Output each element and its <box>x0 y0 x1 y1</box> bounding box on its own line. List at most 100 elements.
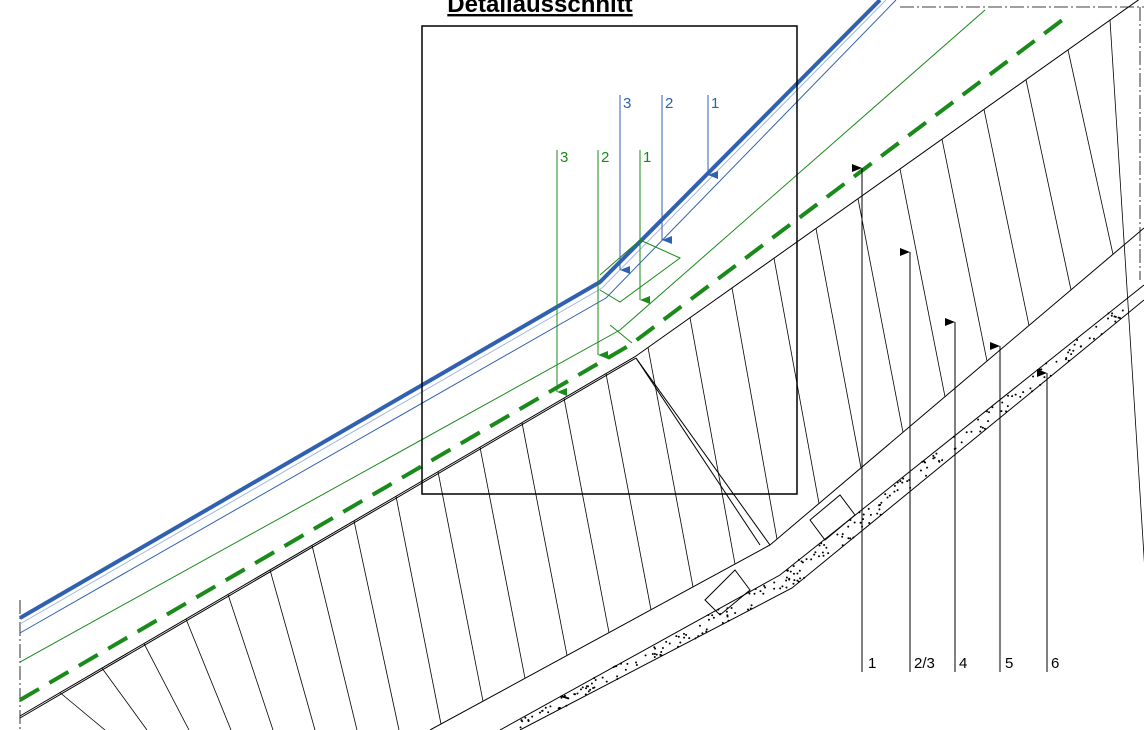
concrete-dot <box>785 579 788 582</box>
hatch-line <box>815 228 862 468</box>
layer-label: 5 <box>1005 655 1013 672</box>
concrete-dot <box>1022 391 1025 394</box>
concrete-dot <box>1001 401 1004 404</box>
blue-label: 1 <box>711 95 719 112</box>
concrete-dot <box>705 628 708 631</box>
green-label: 1 <box>643 149 651 166</box>
concrete-dot <box>626 662 629 665</box>
concrete-dot <box>1065 357 1068 360</box>
concrete-dot <box>847 537 850 540</box>
roof-cover <box>18 0 897 634</box>
concrete-dot <box>726 607 729 610</box>
concrete-dot <box>919 469 922 472</box>
concrete-dot <box>876 512 879 515</box>
concrete-dot <box>694 637 697 640</box>
concrete-dot <box>1121 309 1124 312</box>
concrete-dot <box>1031 390 1034 393</box>
concrete-dot <box>585 687 588 690</box>
concrete-dot <box>749 607 752 610</box>
concrete-dot <box>888 494 891 497</box>
concrete-dot <box>859 521 862 524</box>
concrete-dot <box>697 635 700 638</box>
concrete-dot <box>1067 351 1070 354</box>
hatch-line <box>1109 20 1144 563</box>
concrete-dot <box>965 431 968 434</box>
concrete-dot <box>750 604 753 607</box>
hatch-line <box>563 398 610 633</box>
green-label: 3 <box>560 149 568 166</box>
concrete-dot <box>798 569 801 572</box>
concrete-dot <box>1043 376 1046 379</box>
concrete-dot <box>952 435 955 438</box>
concrete-dot <box>773 587 776 590</box>
concrete-dot <box>734 612 737 615</box>
concrete-dot <box>730 607 733 610</box>
concrete-dot <box>981 426 984 429</box>
concrete-dot <box>651 653 654 656</box>
concrete-dot <box>541 709 544 712</box>
concrete-dot <box>584 693 587 696</box>
layer-label: 1 <box>868 655 876 672</box>
concrete-dot <box>988 411 991 414</box>
concrete-dot <box>759 590 762 593</box>
hatch-line <box>941 139 988 362</box>
hatch-line <box>59 692 106 730</box>
concrete-dot <box>668 642 671 645</box>
concrete-dot <box>725 610 728 613</box>
hatch-line <box>605 373 652 610</box>
green-label: 2 <box>601 149 609 166</box>
concrete-dot <box>788 578 791 581</box>
concrete-dot <box>803 576 806 579</box>
concrete-dot <box>797 580 800 583</box>
concrete-dot <box>701 632 704 635</box>
concrete-dot <box>707 614 710 617</box>
hatch-line <box>479 447 526 679</box>
concrete-dot <box>827 552 830 555</box>
concrete-dot <box>574 693 577 696</box>
concrete-dot <box>979 425 982 428</box>
concrete-dot <box>822 554 825 557</box>
concrete-dot <box>867 507 870 510</box>
concrete-dot <box>592 686 595 689</box>
concrete-dot <box>719 612 722 615</box>
concrete-dot <box>858 511 861 514</box>
concrete-dot <box>688 637 691 640</box>
layer-label: 6 <box>1051 655 1059 672</box>
hatch-line <box>185 618 232 730</box>
hatch-line <box>1067 49 1114 255</box>
concrete-dot <box>655 653 658 656</box>
concrete-dot <box>1007 394 1010 397</box>
concrete-dot <box>763 584 766 587</box>
concrete-dot <box>781 585 784 588</box>
concrete-dot <box>1100 333 1103 336</box>
green-layers <box>18 9 1067 702</box>
concrete-dot <box>1114 320 1117 323</box>
hatch-line <box>689 317 736 565</box>
concrete-dot <box>820 542 823 545</box>
concrete-dot <box>705 630 708 633</box>
concrete-dot <box>1072 349 1075 352</box>
concrete-dot <box>593 676 596 679</box>
concrete-dot <box>698 624 701 627</box>
concrete-dot <box>677 645 680 648</box>
concrete-dot <box>853 521 856 524</box>
concrete-dot <box>1073 343 1076 346</box>
concrete-dot <box>747 608 749 611</box>
concrete-dot <box>616 677 619 680</box>
concrete-dot <box>810 558 813 561</box>
concrete-dot <box>605 680 608 683</box>
hatch-line <box>437 471 484 702</box>
concrete-dot <box>590 682 593 685</box>
concrete-dot <box>862 518 865 521</box>
hatch-line <box>899 168 946 397</box>
hatch-line <box>311 545 358 730</box>
concrete-dot <box>748 592 751 595</box>
concrete-dot <box>1092 337 1095 340</box>
hatch-line <box>395 496 442 725</box>
concrete-dot <box>594 679 597 682</box>
title: Detailausschnitt <box>447 0 632 18</box>
insulation-hatch <box>59 20 1144 730</box>
concrete-dot <box>987 420 990 423</box>
concrete-dot <box>547 711 550 714</box>
concrete-dot <box>938 460 941 463</box>
